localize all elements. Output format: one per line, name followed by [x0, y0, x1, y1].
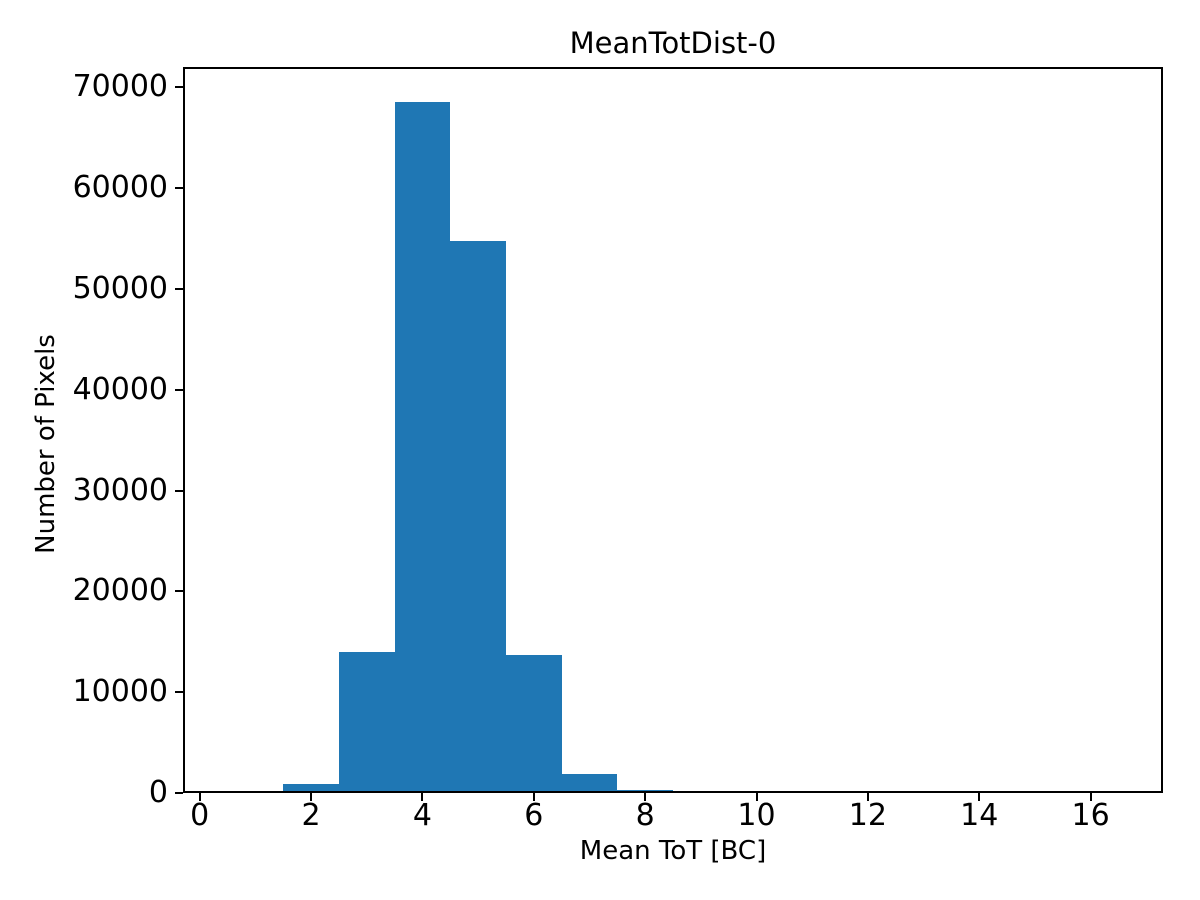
- x-tick: [310, 793, 313, 801]
- y-tick-label: 10000: [72, 674, 168, 710]
- x-tick: [755, 793, 758, 801]
- histogram-bar: [338, 651, 395, 793]
- x-tick-label: 2: [301, 798, 321, 833]
- y-tick: [175, 590, 183, 593]
- axis-spine-bottom: [183, 791, 1163, 793]
- x-tick: [978, 793, 981, 801]
- x-tick: [1089, 793, 1092, 801]
- histogram-bar: [450, 240, 506, 793]
- y-tick-label: 60000: [72, 170, 168, 206]
- x-tick: [866, 793, 869, 801]
- x-tick-label: 10: [737, 798, 776, 833]
- x-tick-label: 0: [190, 798, 210, 833]
- plot-area: 0 2 4 6 8 10 12 14 16 0 10000 20000 30000 40000 50000 6…: [73, 67, 1163, 833]
- axis-spine-left: [183, 67, 185, 793]
- axis-spine-right: [1161, 67, 1163, 793]
- y-tick-label: 20000: [72, 573, 168, 609]
- y-tick: [175, 489, 183, 492]
- histogram-bar: [505, 654, 562, 793]
- y-tick-label: 30000: [72, 472, 168, 508]
- x-tick: [198, 793, 201, 801]
- x-tick: [421, 793, 424, 801]
- y-tick-label: 40000: [72, 371, 168, 407]
- histogram-bar: [561, 773, 618, 793]
- y-tick: [175, 187, 183, 190]
- y-tick: [175, 388, 183, 391]
- x-tick-label: 16: [1071, 798, 1110, 833]
- y-tick-label: 50000: [72, 271, 168, 307]
- histogram-bar: [394, 101, 451, 793]
- x-tick: [644, 793, 647, 801]
- x-tick: [532, 793, 535, 801]
- x-tick-label: 14: [960, 798, 999, 833]
- y-tick: [175, 288, 183, 291]
- y-tick: [175, 792, 183, 794]
- y-tick: [175, 86, 183, 89]
- x-axis-label: Mean ToT [BC]: [579, 836, 767, 866]
- axis-spine-top: [183, 67, 1163, 69]
- x-tick-label: 6: [524, 798, 544, 833]
- y-tick: [175, 691, 183, 694]
- chart-title: MeanTotDist-0: [569, 26, 777, 60]
- histogram-bar: [283, 783, 339, 793]
- x-tick-label: 8: [635, 798, 655, 833]
- y-tick-label: 0: [148, 775, 168, 810]
- y-axis-label: Number of Pixels: [31, 334, 61, 554]
- x-tick-label: 4: [412, 798, 432, 833]
- y-tick-label: 70000: [72, 69, 168, 105]
- x-tick-label: 12: [848, 798, 887, 833]
